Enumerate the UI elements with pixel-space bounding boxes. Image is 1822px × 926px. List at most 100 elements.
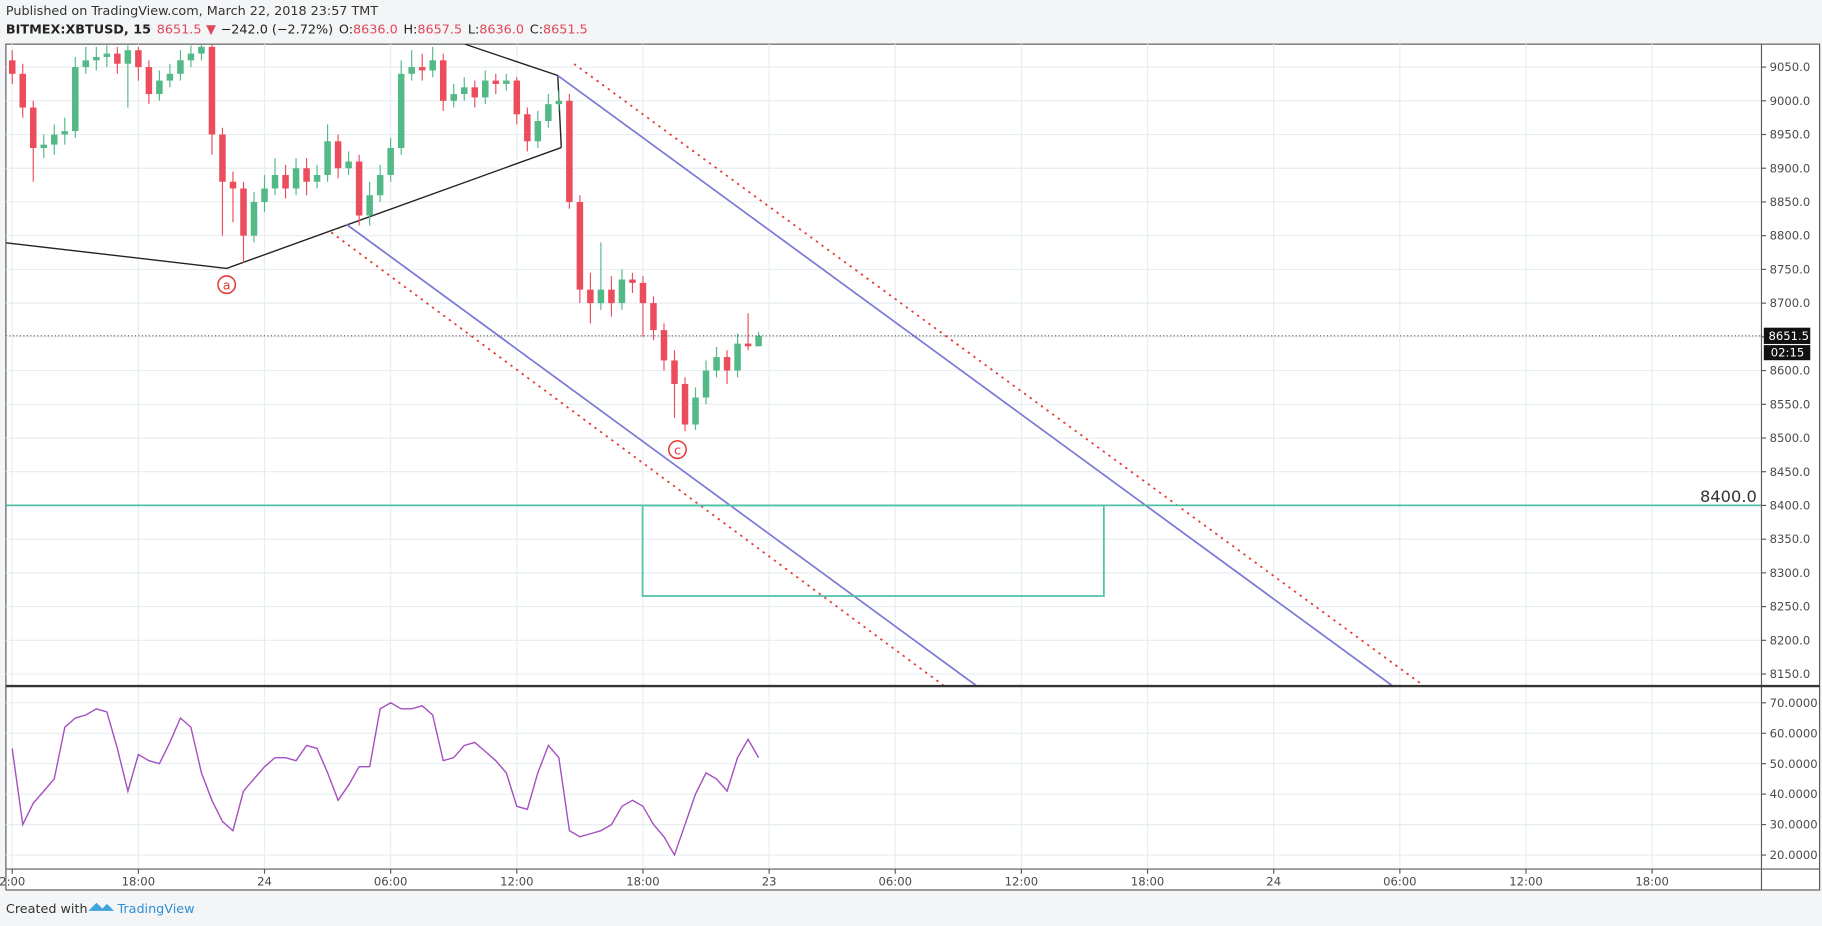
channel-dotted — [573, 63, 1424, 686]
candle-body — [702, 370, 710, 398]
candle-body — [387, 148, 394, 175]
candle-body — [366, 195, 373, 216]
candle-body — [660, 330, 668, 361]
candle-body — [545, 104, 552, 122]
candle-body — [250, 201, 258, 236]
candle-body — [692, 397, 699, 425]
candle-body — [608, 289, 615, 304]
candle-body — [713, 357, 720, 371]
candle-body — [29, 107, 37, 149]
x-tick-label: 18:00 — [626, 874, 659, 888]
level-label: 8400.0 — [1700, 487, 1757, 506]
published-note: Published on TradingView.com, March 22, … — [6, 4, 378, 19]
y-tick-label: 8800.0 — [1770, 229, 1811, 243]
ohlc-key: L: — [468, 23, 479, 38]
candle-body — [482, 80, 489, 98]
candle-body — [513, 80, 521, 115]
last-price-label: 8651.5 — [1768, 329, 1809, 343]
candle-body — [103, 53, 111, 57]
candle-body — [219, 134, 226, 182]
rsi-tick-label: 40.0000 — [1770, 787, 1818, 801]
y-tick-label: 8200.0 — [1770, 633, 1811, 647]
rsi-tick-label: 70.0000 — [1770, 696, 1818, 710]
candle-body — [82, 60, 90, 68]
y-tick-label: 8400.0 — [1770, 498, 1811, 512]
y-tick-label: 8450.0 — [1770, 465, 1811, 479]
candle-body — [576, 201, 584, 290]
brand-logo — [88, 902, 114, 911]
countdown-label: 02:15 — [1771, 346, 1804, 360]
candle-body — [744, 343, 752, 347]
ohlc-value: 8636.0 — [353, 23, 398, 38]
x-tick-label: 18:00 — [1131, 874, 1164, 888]
countdown-tag — [1763, 345, 1811, 361]
candle-body — [439, 60, 447, 101]
candle-body — [334, 141, 342, 169]
wave-marker — [667, 440, 687, 460]
candle-body — [471, 87, 479, 98]
y-tick-label: 8850.0 — [1770, 195, 1811, 209]
ohlc-value: 8636.0 — [479, 23, 524, 38]
legend: BITMEX:XBTUSD, 15 8651.5 ▼ −242.0 (−2.72%) O… — [6, 23, 588, 38]
candle-body — [303, 168, 310, 182]
candle-body — [145, 67, 153, 95]
y-tick-label: 8950.0 — [1770, 128, 1811, 142]
x-tick-label: 06:00 — [374, 874, 407, 888]
x-tick-label: 24 — [1266, 874, 1281, 888]
y-tick-label: 8300.0 — [1770, 566, 1811, 580]
candle-body — [313, 174, 321, 182]
candle-body — [503, 80, 510, 84]
candle-body — [524, 114, 531, 142]
pattern-line — [5, 146, 562, 270]
rsi-tick-label: 30.0000 — [1770, 818, 1818, 832]
x-tick-label: 18:00 — [122, 874, 155, 888]
candle-body — [618, 279, 626, 304]
x-tick-label: 23 — [762, 874, 777, 888]
candle-body — [8, 60, 16, 74]
y-tick-label: 8750.0 — [1770, 262, 1811, 276]
candle-body — [19, 73, 26, 108]
y-tick-label: 8700.0 — [1770, 296, 1811, 310]
candle-body — [681, 384, 689, 425]
change: −242.0 (−2.72%) — [221, 23, 334, 38]
candle-body — [282, 174, 289, 189]
target-box — [641, 504, 1105, 597]
candle-body — [418, 67, 426, 71]
channel-line — [557, 74, 1393, 686]
ohlc-value: 8651.5 — [543, 23, 588, 38]
ohlc-value: 8657.5 — [417, 23, 462, 38]
y-tick-label: 8350.0 — [1770, 532, 1811, 546]
candle-body — [124, 50, 132, 64]
x-tick-label: 18:00 — [1635, 874, 1668, 888]
channel-dotted — [330, 231, 945, 686]
candle-body — [555, 100, 563, 105]
candle-body — [51, 134, 58, 145]
x-tick-label: 06:00 — [879, 874, 912, 888]
candle-body — [408, 67, 415, 74]
x-tick-label: 2:00 — [0, 874, 25, 888]
candle-body — [114, 53, 121, 64]
candle-body — [61, 131, 69, 135]
symbol: BITMEX:XBTUSD, 15 — [6, 23, 151, 38]
arrow: ▼ — [206, 23, 216, 38]
chart-frame — [5, 43, 1821, 891]
candle-body — [376, 174, 384, 196]
candle-body — [177, 60, 184, 74]
y-tick-label: 8150.0 — [1770, 667, 1811, 681]
candle-body — [292, 168, 300, 189]
candle-body — [271, 174, 279, 189]
candle-body — [229, 181, 237, 189]
candle-body — [734, 343, 741, 371]
candle-body — [629, 279, 636, 283]
candle-body — [566, 100, 573, 202]
last: 8651.5 — [157, 23, 202, 38]
candle-body — [534, 121, 542, 142]
candle-body — [587, 289, 594, 304]
rsi-tick-label: 20.0000 — [1770, 848, 1818, 862]
candle-body — [135, 50, 142, 68]
brand-link[interactable]: TradingView — [116, 902, 194, 917]
y-tick-label: 8550.0 — [1770, 397, 1811, 411]
candle-body — [324, 141, 331, 175]
